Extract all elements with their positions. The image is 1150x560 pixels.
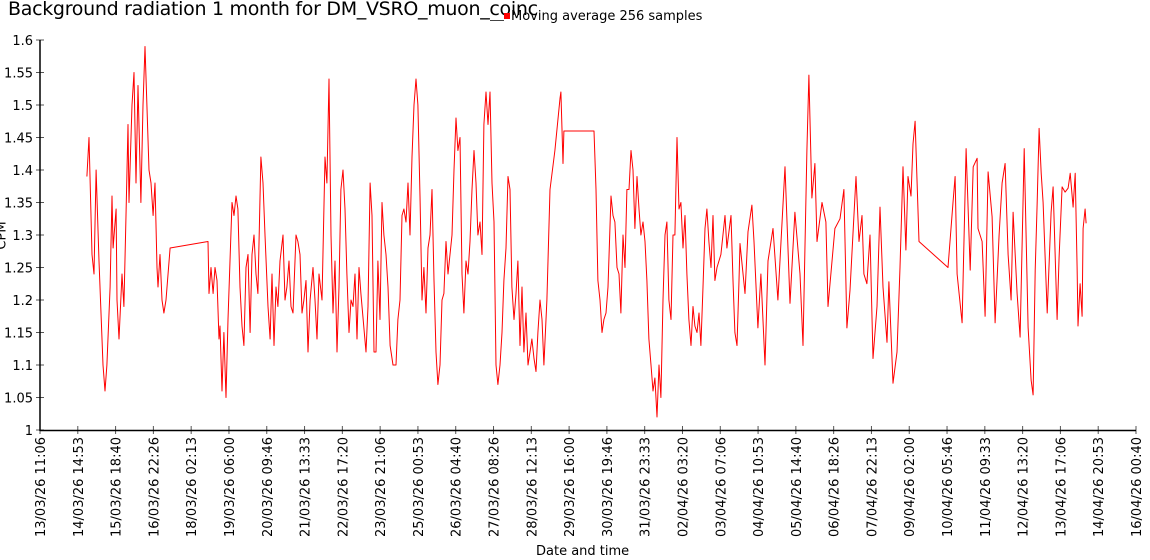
y-tick-label: 1: [25, 424, 33, 439]
x-tick-label: 05/04/26 14:40: [790, 437, 805, 537]
x-tick-label: 31/03/26 23:33: [639, 437, 654, 537]
y-tick-label: 1.4: [12, 164, 33, 179]
y-tick-label: 1.55: [4, 67, 33, 82]
x-tick-label: 20/03/26 09:46: [261, 437, 276, 537]
y-tick-label: 1.25: [4, 262, 33, 277]
y-axis-label: CPM: [0, 221, 10, 250]
chart-title: Background radiation 1 month for DM_VSRO…: [8, 0, 538, 20]
x-tick-label: 03/04/26 07:06: [714, 437, 729, 537]
x-tick-label: 16/03/26 22:26: [147, 437, 162, 537]
legend: Moving average 256 samples: [490, 9, 702, 24]
y-axis-ticks: 1 1.05 1.1 1.15 1.2 1.25 1.3 1.35 1.4 1.45 1.5 1.55…: [4, 34, 44, 439]
x-tick-label: 07/04/26 22:13: [865, 437, 880, 537]
x-tick-label: 06/04/26 18:26: [828, 437, 843, 537]
x-tick-label: 26/03/26 04:40: [450, 437, 465, 537]
x-tick-label: 02/04/26 03:20: [676, 437, 691, 537]
x-tick-label: 09/04/26 02:00: [903, 437, 918, 537]
series-line-moving-average: [86, 46, 1087, 418]
x-tick-label: 10/04/26 05:46: [941, 437, 956, 537]
legend-label: Moving average 256 samples: [511, 9, 703, 24]
x-tick-label: 15/03/26 18:40: [110, 437, 125, 537]
y-tick-label: 1.1: [12, 359, 33, 374]
x-tick-label: 28/03/26 12:13: [525, 437, 540, 537]
x-tick-label: 11/04/26 09:33: [979, 437, 994, 537]
x-tick-label: 12/04/26 13:20: [1017, 437, 1032, 537]
x-tick-label: 25/03/26 00:53: [412, 437, 427, 537]
x-tick-label: 19/03/26 06:00: [223, 437, 238, 537]
x-tick-label: 14/03/26 14:53: [72, 437, 87, 537]
x-tick-label: 13/04/26 17:06: [1054, 437, 1069, 537]
y-tick-label: 1.15: [4, 327, 33, 342]
y-tick-label: 1.6: [12, 34, 33, 49]
x-tick-label: 30/03/26 19:46: [601, 437, 616, 537]
x-tick-label: 23/03/26 21:06: [374, 437, 389, 537]
x-tick-label: 29/03/26 16:00: [563, 437, 578, 537]
legend-line: [490, 20, 504, 21]
x-axis-ticks: 13/03/26 11:06 14/03/26 14:53 15/03/26 18:…: [34, 426, 1145, 537]
y-tick-label: 1.05: [4, 392, 33, 407]
y-tick-label: 1.5: [12, 99, 33, 114]
y-tick-label: 1.3: [12, 229, 33, 244]
x-tick-label: 14/04/26 20:53: [1092, 437, 1107, 537]
y-tick-label: 1.2: [12, 294, 33, 309]
x-tick-label: 27/03/26 08:26: [488, 437, 503, 537]
x-axis-label: Date and time: [536, 544, 630, 559]
x-tick-label: 21/03/26 13:33: [299, 437, 314, 537]
y-tick-label: 1.45: [4, 132, 33, 147]
x-tick-label: 13/03/26 11:06: [34, 437, 49, 537]
legend-swatch: [504, 12, 510, 19]
x-tick-label: 18/03/26 02:13: [185, 437, 200, 537]
x-tick-label: 22/03/26 17:20: [336, 437, 351, 537]
x-tick-label: 16/04/26 00:40: [1130, 437, 1145, 537]
x-tick-label: 04/04/26 10:53: [752, 437, 767, 537]
y-tick-label: 1.35: [4, 197, 33, 212]
